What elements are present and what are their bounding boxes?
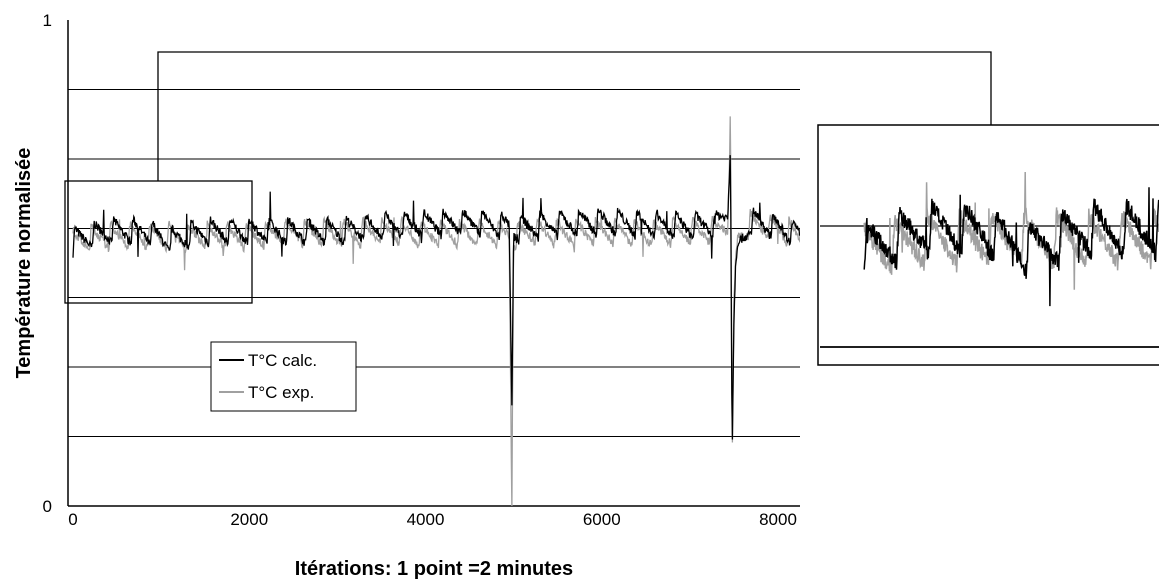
x-tick-label: 8000	[759, 510, 797, 529]
y-axis-title: Température normalisée	[13, 148, 35, 379]
gridlines	[68, 88, 800, 438]
x-tick-label: 4000	[407, 510, 445, 529]
x-tick-labels: 0 2000 4000 6000 8000	[68, 510, 797, 529]
x-tick-label: 0	[68, 510, 77, 529]
y-tick-label: 0	[43, 497, 52, 516]
x-tick-label: 6000	[583, 510, 621, 529]
series-line-calc	[72, 155, 800, 440]
legend: T°C calc. T°C exp.	[210, 341, 357, 412]
legend-label-exp: T°C exp.	[248, 383, 314, 402]
inset-series-calc	[863, 187, 1159, 307]
x-tick-label: 2000	[230, 510, 268, 529]
zoom-inset	[817, 124, 1159, 366]
legend-box	[210, 341, 357, 412]
zoom-connector	[157, 51, 992, 181]
y-tick-label: 1	[43, 11, 52, 30]
x-axis-title: Itérations: 1 point =2 minutes	[295, 558, 573, 579]
y-tick-labels: 01	[43, 11, 52, 516]
series-line-exp	[72, 116, 800, 506]
legend-label-calc: T°C calc.	[248, 351, 317, 370]
